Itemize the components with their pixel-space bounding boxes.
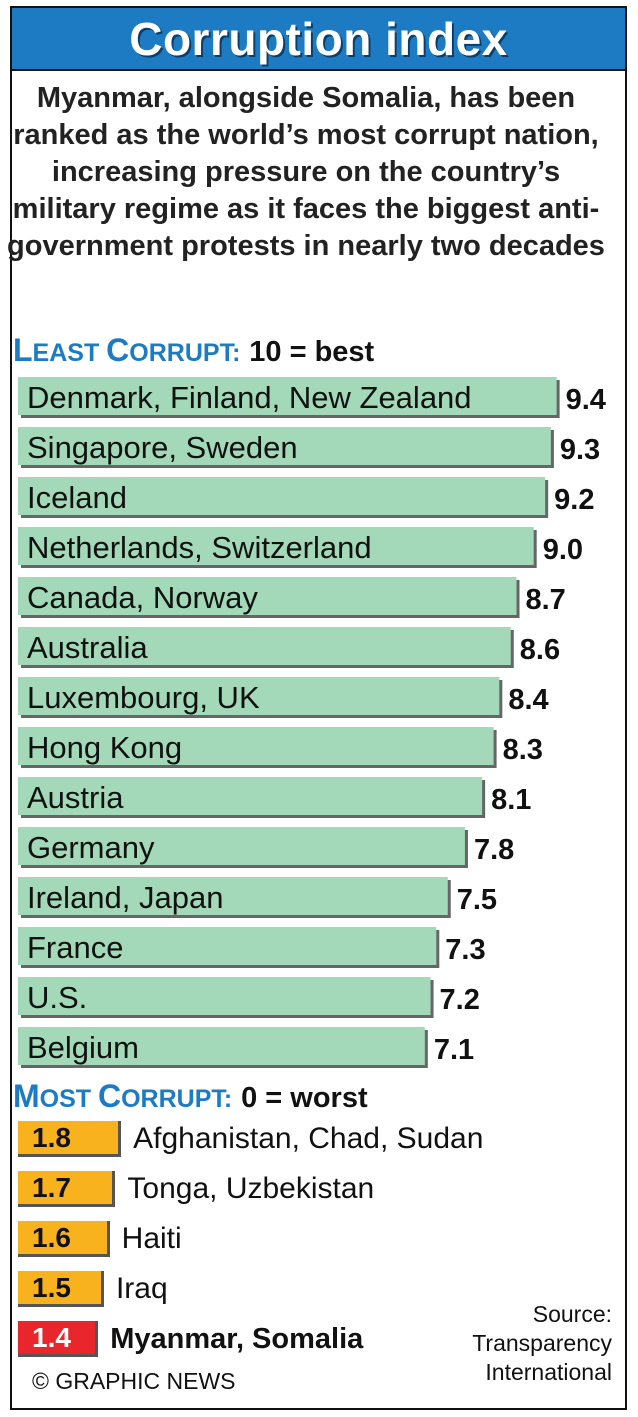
worst-category-label: Haiti <box>121 1222 182 1255</box>
title-bar: Corruption index <box>12 8 625 71</box>
worst-bar: 1.5 <box>18 1271 104 1307</box>
least-heading-note: 10 = best <box>249 336 375 368</box>
most-corrupt-heading: MOST CORRUPT: 0 = worst <box>13 1078 368 1115</box>
intro-text: Myanmar, alongside Somalia, has been ran… <box>7 82 605 262</box>
chart-title: Corruption index <box>129 12 508 65</box>
worst-bar: 1.7 <box>18 1171 116 1207</box>
worst-category-label: Tonga, Uzbekistan <box>127 1172 375 1205</box>
worst-category-label: Iraq <box>115 1272 168 1305</box>
worst-bar: 1.6 <box>18 1221 110 1257</box>
least-heading-part: EAST <box>32 339 107 367</box>
most-heading-part: ORRUPT: <box>121 1085 233 1113</box>
most-heading-part: OST <box>39 1085 98 1113</box>
worst-category-label: Afghanistan, Chad, Sudan <box>133 1122 484 1155</box>
worst-bar: 1.8 <box>18 1121 122 1157</box>
credit: © GRAPHIC NEWS <box>32 1368 236 1394</box>
most-heading-part: C <box>98 1078 122 1114</box>
worst-category-label: Myanmar, Somalia <box>110 1323 364 1355</box>
most-heading-note: 0 = worst <box>241 1082 368 1114</box>
most-heading-part: M <box>13 1078 40 1114</box>
least-corrupt-heading: LEAST CORRUPT: 10 = best <box>13 332 374 369</box>
least-heading-part: ORRUPT: <box>129 339 241 367</box>
worst-bar: 1.4 <box>18 1321 99 1357</box>
least-heading-part: C <box>106 332 130 368</box>
source-note: Source: Transparency International <box>472 1301 612 1385</box>
least-heading-part: L <box>13 332 33 368</box>
